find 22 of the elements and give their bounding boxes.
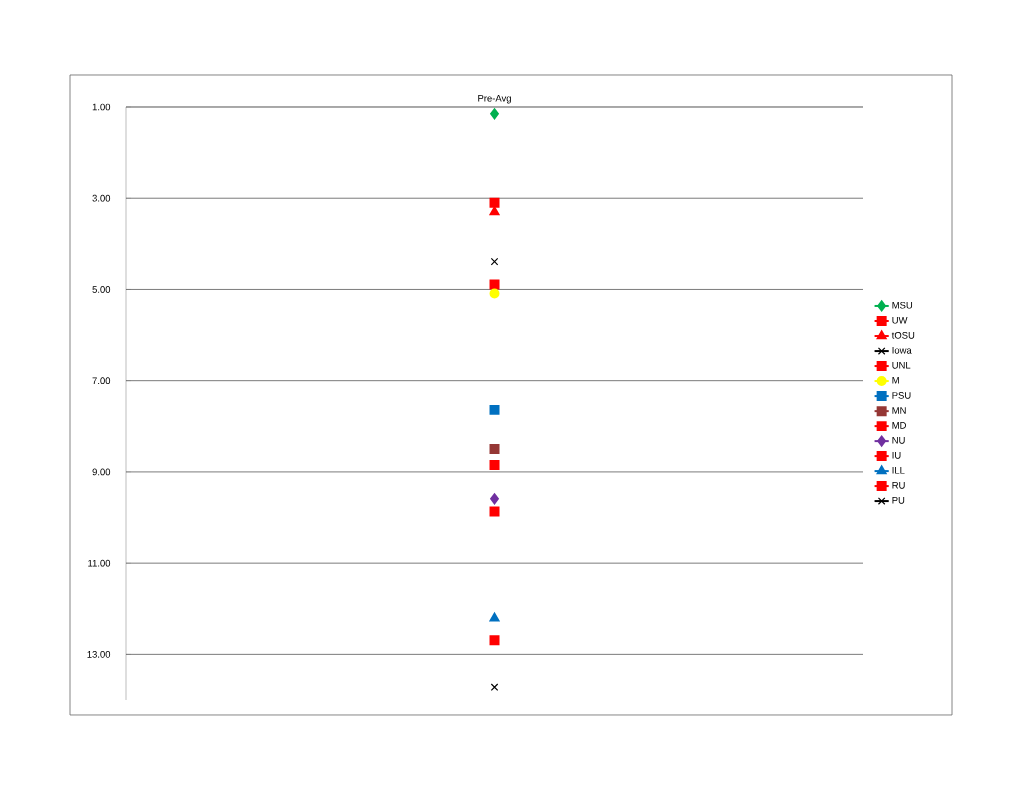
legend-label: PU <box>892 497 905 504</box>
legend-label: M <box>892 377 899 384</box>
legend-label: MD <box>892 422 906 429</box>
legend-label: ILL <box>892 467 905 474</box>
legend-label: MN <box>892 407 906 414</box>
y-tick-label: 3.00 <box>92 194 111 202</box>
legend-label: MSU <box>892 301 913 309</box>
legend-label: Iowa <box>892 347 912 354</box>
y-tick-label: 5.00 <box>92 286 111 293</box>
y-tick-label: 13.00 <box>87 651 111 658</box>
legend-label: RU <box>892 482 905 489</box>
legend-label: NU <box>892 437 905 444</box>
y-tick-label: 7.00 <box>92 377 111 385</box>
legend-label: UW <box>892 316 908 324</box>
legend-label: PSU <box>892 392 911 399</box>
x-tick-label: Pre-Avg <box>478 94 511 104</box>
legend-label: tOSU <box>891 331 915 339</box>
legend-label: IU <box>892 452 901 459</box>
y-tick-label: 11.00 <box>88 559 111 567</box>
y-tick-label: 9.00 <box>92 468 111 476</box>
y-tick-label: 1.00 <box>92 103 111 111</box>
legend-label: UNL <box>892 362 911 369</box>
